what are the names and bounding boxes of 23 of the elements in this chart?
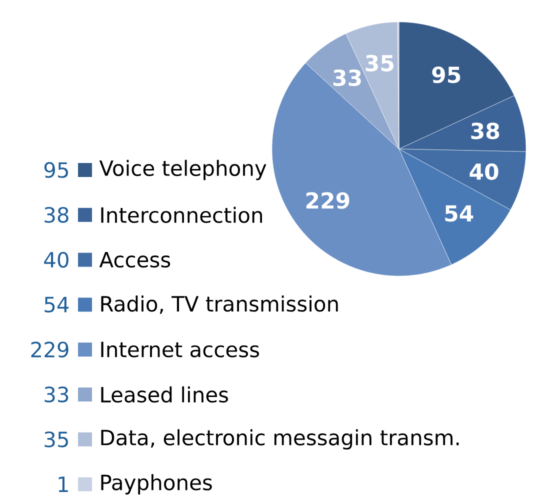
legend-label: Interconnection [101,206,262,224]
text: 229 [31,342,68,358]
legend-label: Leased lines [101,386,228,403]
data-label: 54 [445,205,474,222]
legend-label: Payphones [101,474,212,494]
data-label: 38 [471,122,500,140]
text: 54 [44,296,69,312]
data-label: 33 [333,69,361,86]
legend-label: Access [99,252,170,268]
text: 33 [44,386,68,402]
data-label: 40 [470,163,498,180]
data-label: 35 [366,54,394,72]
legend-label: Voice telephony [99,160,266,180]
text: 38 [44,206,68,223]
data-label: 229 [306,192,350,209]
text: 35 [44,431,68,448]
data-label: 1 [58,476,68,492]
legend-label: Data, electronic messagin transm. [101,429,459,450]
text: 95 [44,162,68,178]
legend-label: Internet access [101,342,259,358]
text: 40 [44,252,68,268]
data-label: 95 [432,66,460,84]
legend-label: Radio, TV transmission [101,295,338,314]
